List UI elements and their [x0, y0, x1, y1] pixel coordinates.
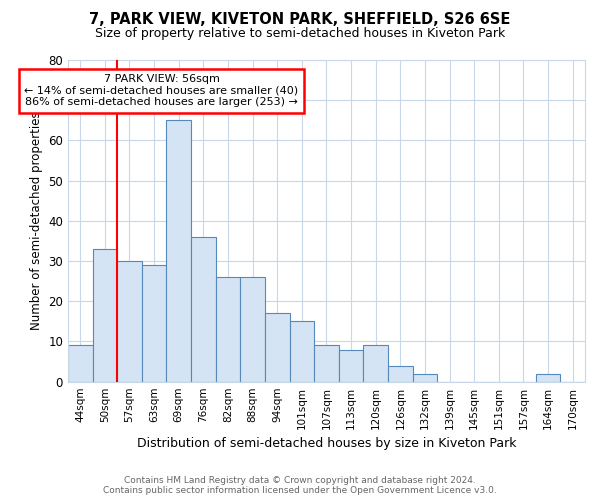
Bar [117, 261, 142, 382]
Bar [68, 346, 92, 382]
Bar [388, 366, 413, 382]
Bar [265, 314, 290, 382]
Bar [166, 120, 191, 382]
Bar [215, 277, 240, 382]
Bar [364, 346, 388, 382]
Bar [314, 346, 339, 382]
Bar [413, 374, 437, 382]
X-axis label: Distribution of semi-detached houses by size in Kiveton Park: Distribution of semi-detached houses by … [137, 437, 516, 450]
Bar [142, 265, 166, 382]
Bar [92, 249, 117, 382]
Bar [536, 374, 560, 382]
Bar [290, 322, 314, 382]
Text: Contains HM Land Registry data © Crown copyright and database right 2024.
Contai: Contains HM Land Registry data © Crown c… [103, 476, 497, 495]
Text: Size of property relative to semi-detached houses in Kiveton Park: Size of property relative to semi-detach… [95, 28, 505, 40]
Bar [240, 277, 265, 382]
Bar [339, 350, 364, 382]
Text: 7, PARK VIEW, KIVETON PARK, SHEFFIELD, S26 6SE: 7, PARK VIEW, KIVETON PARK, SHEFFIELD, S… [89, 12, 511, 28]
Y-axis label: Number of semi-detached properties: Number of semi-detached properties [29, 112, 43, 330]
Text: 7 PARK VIEW: 56sqm
← 14% of semi-detached houses are smaller (40)
86% of semi-de: 7 PARK VIEW: 56sqm ← 14% of semi-detache… [25, 74, 299, 108]
Bar [191, 237, 215, 382]
